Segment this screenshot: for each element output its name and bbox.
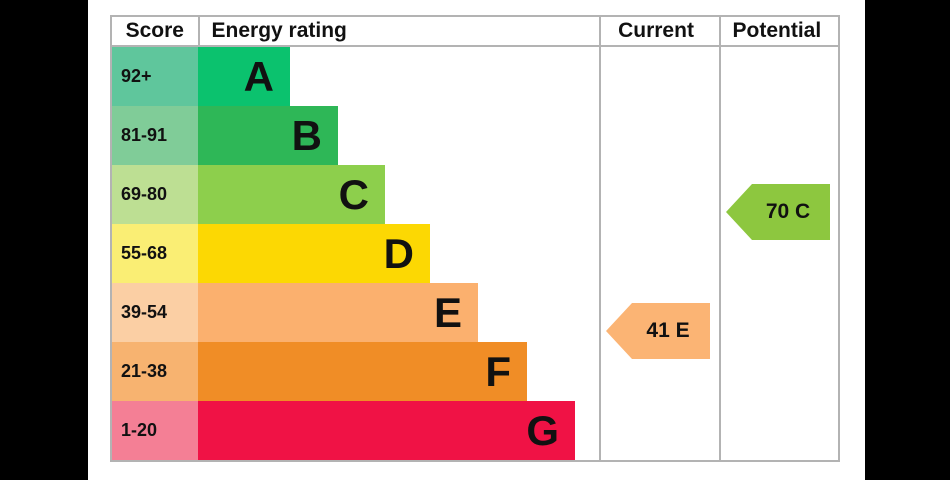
grade-letter: D (383, 229, 414, 277)
table-header: Score Energy rating Current Potential (112, 17, 838, 47)
potential-column-divider (719, 15, 721, 460)
rating-bar-a: A (198, 47, 290, 106)
band-row-b: 81-91 B (112, 106, 838, 165)
grade-letter: C (338, 170, 369, 218)
rating-bar-c: C (198, 165, 385, 224)
rating-bar-d: D (198, 224, 430, 283)
band-row-d: 55-68 D (112, 224, 838, 283)
grade-letter: F (485, 347, 511, 395)
rating-bands: 92+ A 81-91 B 69-80 C 55-68 D 39-54 E 21… (112, 15, 838, 460)
rating-bar-e: E (198, 283, 478, 342)
right-black-bar (865, 0, 950, 480)
band-row-g: 1-20 G (112, 401, 838, 460)
score-column-divider (198, 15, 200, 45)
rating-bar-f: F (198, 342, 527, 401)
score-range: 21-38 (112, 342, 198, 401)
rating-bar-b: B (198, 106, 338, 165)
energy-rating-column-header: Energy rating (211, 19, 347, 42)
grade-letter: G (526, 406, 559, 454)
grade-letter: B (291, 111, 322, 159)
grade-letter: A (243, 52, 274, 100)
score-column-header: Score (125, 19, 184, 42)
score-range: 92+ (112, 47, 198, 106)
score-range: 69-80 (112, 165, 198, 224)
current-value: 41 E (646, 319, 690, 342)
band-row-f: 21-38 F (112, 342, 838, 401)
potential-value: 70 C (765, 200, 811, 223)
band-row-c: 69-80 C (112, 165, 838, 224)
score-range: 55-68 (112, 224, 198, 283)
band-row-a: 92+ A (112, 47, 838, 106)
band-row-e: 39-54 E (112, 283, 838, 342)
current-column-divider (599, 15, 601, 460)
rating-table: Score Energy rating Current Potential 92… (110, 15, 840, 462)
score-range: 81-91 (112, 106, 198, 165)
grade-letter: E (433, 288, 462, 336)
rating-bar-g: G (198, 401, 575, 460)
left-black-bar (0, 0, 88, 480)
score-range: 1-20 (112, 401, 198, 460)
current-column-header: Current (618, 19, 694, 42)
score-range: 39-54 (112, 283, 198, 342)
potential-column-header: Potential (732, 19, 822, 42)
